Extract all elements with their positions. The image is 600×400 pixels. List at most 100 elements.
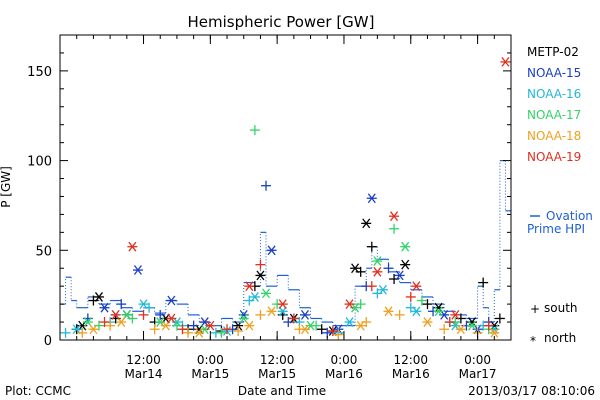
noaa-16-north-point	[344, 317, 355, 327]
noaa-18-north-point	[455, 324, 466, 335]
legend-noaa-16: NOAA-16	[527, 87, 581, 101]
noaa-19-south-point	[327, 326, 338, 337]
south-symbol: +	[530, 302, 540, 316]
noaa-18-north-point	[299, 324, 310, 335]
noaa-19-north-point	[110, 309, 121, 320]
noaa-17-south-point	[389, 223, 400, 234]
ovation-legend-line2: Prime HPI	[527, 222, 585, 236]
x-tick-label-date: Mar14	[125, 367, 163, 381]
noaa-19-north-point	[166, 313, 177, 324]
metp-02-north-point	[350, 263, 361, 274]
data-points	[60, 57, 511, 340]
noaa-15-north-point	[366, 193, 377, 204]
noaa-19-north-point	[344, 299, 355, 310]
x-axis-label: Date and Time	[238, 384, 326, 398]
x-tick-label-date: Mar16	[392, 367, 430, 381]
north-symbol: *	[530, 334, 536, 348]
noaa-19-south-point	[99, 317, 110, 328]
y-tick-label: 50	[35, 244, 52, 259]
metp-02-north-point	[361, 218, 372, 229]
metp-02-north-point	[255, 270, 266, 281]
y-axis-label: P [GW]	[0, 166, 13, 208]
noaa-15-south-point	[261, 180, 272, 191]
noaa-18-north-point	[194, 327, 205, 338]
noaa-17-north-point	[400, 241, 411, 252]
noaa-15-south-point	[283, 317, 294, 328]
noaa-16-north-point	[377, 284, 388, 295]
noaa-19-south-point	[138, 309, 149, 320]
south-label: south	[544, 301, 578, 315]
noaa-17-south-point	[171, 320, 182, 331]
noaa-18-north-point	[355, 320, 366, 331]
noaa-18-south-point	[77, 327, 88, 338]
legend-noaa-18: NOAA-18	[527, 129, 581, 143]
noaa-18-south-point	[149, 324, 160, 335]
metp-02-south-point	[478, 277, 489, 288]
noaa-19-south-point	[483, 320, 494, 331]
noaa-18-south-point	[255, 309, 266, 320]
noaa-15-south-point	[155, 309, 166, 320]
noaa-15-south-point	[188, 320, 199, 331]
noaa-16-north-point	[277, 306, 288, 317]
metp-02-north-point	[93, 292, 104, 302]
y-tick-label: 0	[44, 334, 52, 349]
noaa-19-south-point	[288, 313, 299, 324]
x-tick-label-time: 0:00	[197, 353, 224, 367]
noaa-18-south-point	[439, 324, 450, 335]
noaa-17-north-point	[433, 306, 444, 317]
axes: 05010015012:00Mar140:00Mar1512:00Mar150:…	[27, 34, 512, 381]
plot-frame	[59, 34, 512, 341]
noaa-19-north-point	[277, 299, 288, 310]
legend-noaa-19: NOAA-19	[527, 150, 581, 164]
noaa-19-north-point	[127, 241, 138, 252]
chart-title: Hemispheric Power [GW]	[188, 13, 375, 31]
noaa-19-north-point	[244, 281, 255, 292]
metp-02-south-point	[366, 241, 377, 252]
noaa-19-north-point	[411, 281, 422, 292]
noaa-19-north-point	[450, 309, 461, 320]
metp-02-north-point	[400, 259, 411, 270]
footer-left: Plot: CCMC	[5, 384, 71, 398]
noaa-15-north-point	[394, 270, 405, 281]
noaa-18-south-point	[105, 320, 116, 331]
x-tick-label-time: 12:00	[260, 353, 295, 367]
legend-noaa-15: NOAA-15	[527, 66, 581, 80]
x-tick-label-date: Mar15	[258, 367, 296, 381]
noaa-18-north-point	[383, 306, 394, 317]
noaa-16-north-point	[249, 292, 260, 302]
y-tick-label: 100	[27, 155, 52, 170]
legend-metp-02: METP-02	[527, 45, 579, 59]
noaa-19-south-point	[405, 291, 416, 302]
legend: METP-02 NOAA-15 NOAA-16 NOAA-17 NOAA-18 NOAA-…	[527, 45, 581, 164]
ovation-legend: Ovation Prime HPI	[527, 209, 593, 236]
noaa-18-south-point	[183, 327, 194, 338]
noaa-16-north-point	[411, 306, 422, 317]
noaa-19-south-point	[177, 324, 188, 335]
x-tick-label-date: Mar16	[325, 367, 363, 381]
footer-right: 2013/03/17 08:10:06	[468, 384, 595, 398]
noaa-15-north-point	[166, 295, 177, 306]
noaa-15-south-point	[383, 263, 394, 274]
noaa-16-north-point	[138, 299, 149, 310]
noaa-19-south-point	[255, 259, 266, 270]
noaa-18-south-point	[233, 326, 244, 337]
noaa-15-north-point	[132, 265, 143, 275]
metp-02-south-point	[494, 313, 505, 324]
noaa-17-south-point	[216, 327, 227, 338]
noaa-17-south-point	[416, 295, 427, 306]
symbol-legend: + south * north	[530, 301, 578, 348]
ovation-legend-line1: Ovation	[546, 209, 593, 223]
noaa-18-south-point	[333, 329, 344, 340]
north-label: north	[544, 331, 576, 345]
x-tick-label-time: 0:00	[464, 353, 491, 367]
x-tick-label-date: Mar17	[459, 367, 497, 381]
noaa-19-south-point	[222, 324, 233, 335]
noaa-16-south-point	[60, 327, 71, 338]
noaa-19-south-point	[444, 317, 455, 328]
noaa-15-south-point	[116, 299, 127, 310]
noaa-18-north-point	[489, 327, 500, 338]
x-tick-label-date: Mar15	[191, 367, 229, 381]
x-tick-label-time: 0:00	[330, 353, 357, 367]
noaa-17-north-point	[261, 288, 272, 299]
